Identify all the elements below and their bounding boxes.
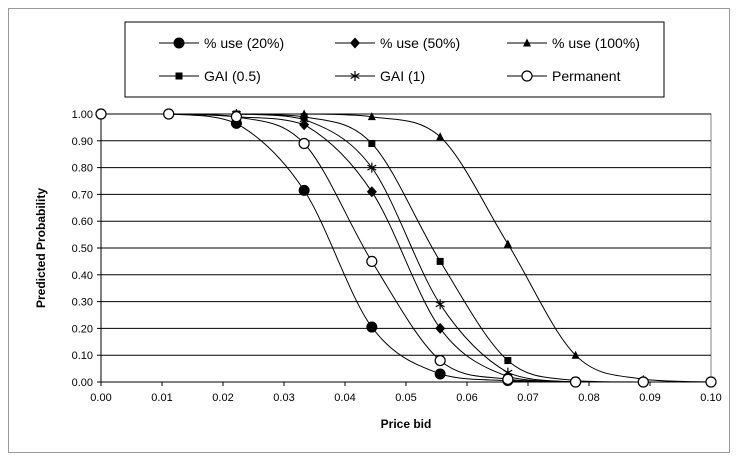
data-point-permanent	[230, 111, 243, 123]
legend-item-permanent: Permanent	[507, 68, 621, 84]
y-tick-label: 0.10	[72, 350, 93, 362]
data-point-gai-1	[299, 114, 309, 125]
legend-label: % use (20%)	[204, 35, 284, 51]
data-point-use-50	[435, 322, 446, 334]
x-tick-label: 0.02	[212, 392, 233, 404]
data-point-permanent	[637, 376, 649, 388]
y-tick-label: 0.90	[72, 136, 93, 148]
y-tick-label: 0.20	[72, 323, 93, 335]
series-markers	[95, 108, 717, 388]
legend-marker	[521, 70, 533, 82]
asterisk-stroke	[435, 301, 445, 308]
chart-svg: % use (20%) % use (50%) % use (100%) GAI (0…	[34, 21, 722, 431]
asterisk-stroke	[299, 116, 309, 123]
data-point-use-100	[367, 112, 376, 121]
data-point-permanent	[298, 137, 310, 150]
data-point-permanent	[366, 255, 378, 267]
x-tick-label: 0.08	[578, 392, 599, 404]
data-point-gai-0-5	[368, 139, 376, 147]
data-point-permanent	[95, 108, 107, 120]
x-tick-label: 0.10	[700, 392, 721, 404]
y-tick-label: 0.30	[72, 297, 93, 309]
data-point-use-20	[366, 321, 378, 333]
x-tick-label: 0.06	[456, 392, 477, 404]
x-tick-labels: 0.00 0.01 0.02 0.03 0.04 0.05 0.06 0.07 0.08 0.09…	[90, 392, 721, 404]
asterisk-stroke	[503, 369, 513, 376]
asterisk-stroke	[367, 164, 377, 171]
series-line-permanent	[100, 113, 711, 383]
data-point-gai-0-5	[504, 357, 512, 365]
x-tick-label: 0.05	[395, 392, 416, 404]
legend-marker	[175, 72, 183, 80]
legend-label: Permanent	[552, 68, 621, 84]
data-point-use-100	[571, 350, 580, 359]
y-tick-label: 0.70	[72, 189, 93, 201]
y-axis-title: Predicted Probability	[34, 188, 48, 308]
y-tick-labels: 0.00 0.10 0.20 0.30 0.40 0.50 0.60 0.70 0.80 0.90…	[72, 109, 93, 389]
y-tick-label: 0.00	[72, 377, 93, 389]
data-point-use-20	[434, 368, 446, 380]
legend-item-gai-1: GAI (1)	[335, 68, 425, 84]
data-point-use-20	[298, 184, 310, 196]
y-tick-label: 0.80	[72, 163, 93, 175]
legend-marker	[173, 37, 185, 49]
legend: % use (20%) % use (50%) % use (100%) GAI (0…	[159, 35, 640, 84]
data-point-permanent	[569, 376, 582, 388]
y-tick-label: 0.40	[72, 270, 93, 282]
legend-item-use-20: % use (20%)	[159, 35, 284, 51]
legend-item-use-100: % use (100%)	[507, 35, 640, 51]
legend-label: % use (100%)	[552, 35, 640, 51]
x-tick-label: 0.03	[273, 392, 294, 404]
x-tick-label: 0.09	[639, 392, 660, 404]
legend-label: GAI (0.5)	[204, 68, 261, 84]
data-point-permanent	[434, 354, 446, 367]
legend-label: % use (50%)	[380, 35, 460, 51]
asterisk-stroke	[350, 72, 360, 80]
legend-marker	[523, 38, 531, 47]
x-tick-label: 0.01	[151, 392, 172, 404]
legend-item-gai-0-5: GAI (0.5)	[159, 68, 261, 84]
legend-marker	[350, 37, 360, 49]
legend-item-use-50: % use (50%)	[335, 35, 460, 51]
x-tick-label: 0.04	[334, 392, 355, 404]
data-point-gai-1	[435, 299, 445, 310]
data-point-gai-0-5	[436, 257, 444, 265]
data-point-permanent	[502, 373, 514, 385]
x-tick-label: 0.07	[517, 392, 538, 404]
y-tick-label: 1.00	[72, 109, 93, 121]
legend-box	[124, 21, 665, 98]
data-point-permanent	[163, 108, 175, 120]
chart-frame: % use (20%) % use (50%) % use (100%) GAI (0…	[8, 8, 730, 453]
x-tick-label: 0.00	[90, 392, 111, 404]
data-point-use-50	[366, 186, 377, 198]
y-tick-label: 0.50	[72, 243, 93, 255]
data-point-gai-1	[367, 162, 377, 173]
series-lines	[100, 113, 712, 383]
x-axis-title: Price bid	[381, 417, 432, 431]
data-point-use-100	[436, 132, 445, 141]
legend-marker	[350, 71, 360, 81]
data-point-use-50	[299, 119, 310, 131]
legend-label: GAI (1)	[380, 68, 425, 84]
data-point-use-100	[503, 239, 512, 248]
y-tick-label: 0.60	[72, 216, 93, 228]
data-point-permanent	[705, 376, 717, 388]
